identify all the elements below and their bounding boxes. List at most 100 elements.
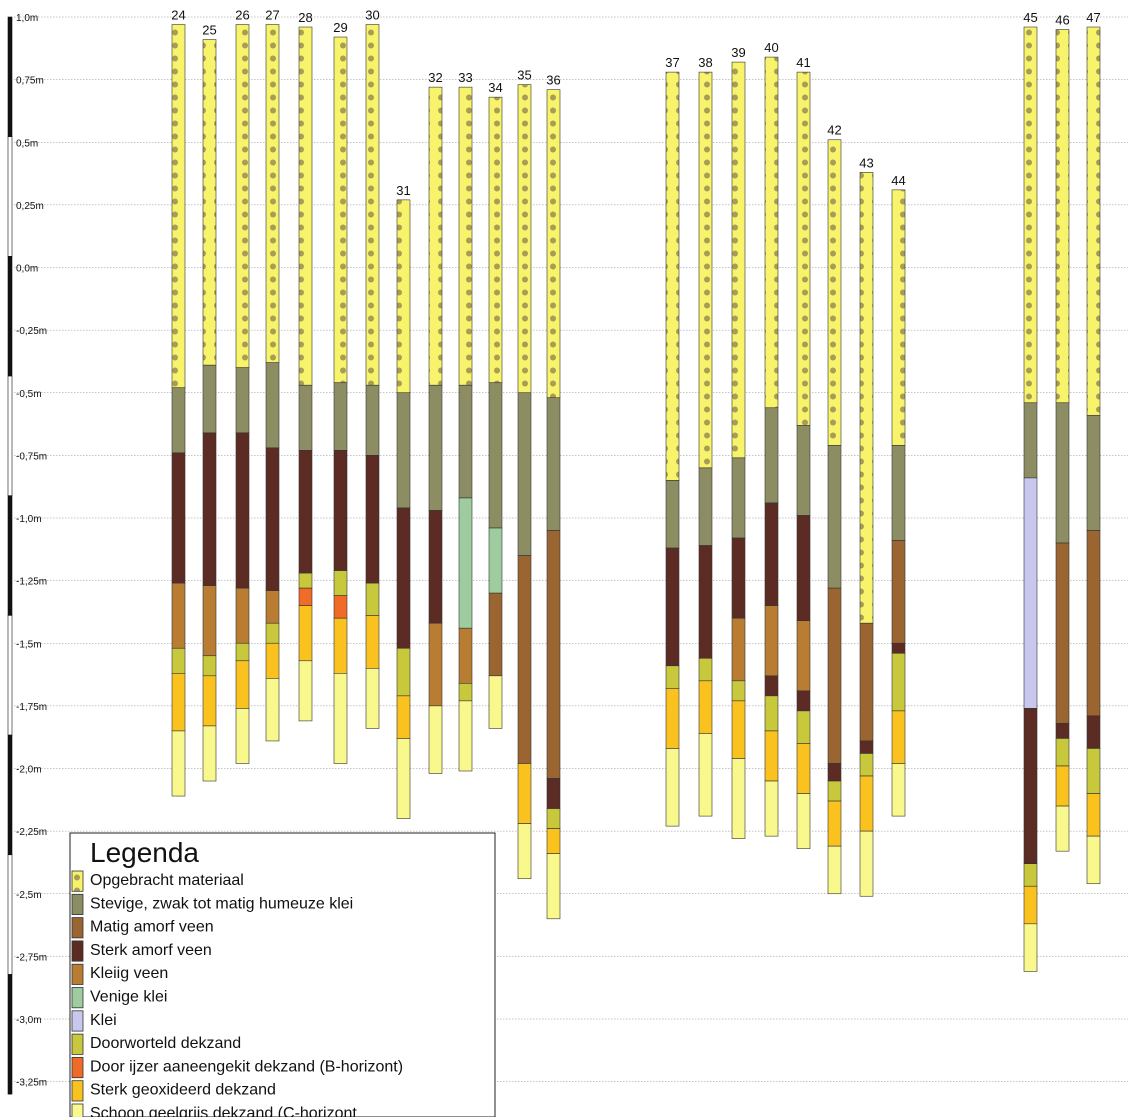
y-tick-label: 0,75m bbox=[16, 76, 44, 87]
borehole-layer-kleiig bbox=[202, 585, 217, 657]
borehole-layer-schoon bbox=[428, 705, 443, 774]
borehole-label: 41 bbox=[796, 55, 810, 70]
borehole-layer-stevige bbox=[796, 425, 811, 516]
scale-bar-segment bbox=[7, 495, 13, 616]
borehole-layer-schoon bbox=[333, 673, 348, 764]
borehole-layer-sterk bbox=[298, 450, 313, 574]
y-tick-label: -3,25m bbox=[16, 1078, 47, 1089]
borehole-layer-sterk bbox=[235, 432, 250, 589]
borehole-layer-geox bbox=[365, 615, 380, 669]
y-tick-label: 0,5m bbox=[16, 138, 38, 149]
borehole-layer-doorworteld bbox=[827, 780, 842, 802]
borehole-layer-schoon bbox=[859, 830, 874, 897]
borehole-layer-schoon bbox=[1086, 835, 1101, 885]
borehole-layer-geox bbox=[1023, 885, 1038, 925]
legend-swatch-opgebracht bbox=[71, 870, 84, 892]
borehole-layer-stevige bbox=[665, 480, 680, 549]
borehole-layer-opgebracht bbox=[1055, 29, 1070, 404]
borehole-layer-opgebracht bbox=[731, 61, 746, 459]
borehole-label: 34 bbox=[488, 80, 502, 95]
borehole-label: 42 bbox=[827, 123, 841, 138]
scale-bar-segment bbox=[7, 16, 13, 137]
borehole-layer-geox bbox=[665, 688, 680, 749]
borehole-layer-schoon bbox=[235, 708, 250, 764]
borehole-layer-schoon bbox=[891, 763, 906, 817]
borehole-label: 36 bbox=[546, 73, 560, 88]
legend-swatch-geox bbox=[71, 1080, 84, 1102]
legend-swatch-klei bbox=[71, 1010, 84, 1032]
legend-swatch-ijzer bbox=[71, 1057, 84, 1079]
borehole-layer-stevige bbox=[764, 407, 779, 504]
borehole-layer-opgebracht bbox=[796, 71, 811, 426]
borehole-layer-stevige bbox=[458, 384, 473, 499]
legend-swatch-schoon bbox=[71, 1103, 84, 1117]
borehole-layer-sterk bbox=[665, 547, 680, 667]
legend-label-opgebracht: Opgebracht materiaal bbox=[90, 872, 244, 889]
borehole-layer-opgebracht bbox=[1023, 26, 1038, 404]
borehole-layer-schoon bbox=[827, 845, 842, 895]
borehole-layer-opgebracht bbox=[764, 56, 779, 409]
borehole-label: 45 bbox=[1023, 10, 1037, 25]
scale-bar-segment bbox=[7, 854, 13, 975]
borehole-layer-opgebracht bbox=[298, 26, 313, 386]
borehole-layer-matig bbox=[827, 587, 842, 764]
legend-swatch-venige bbox=[71, 987, 84, 1009]
borehole-layer-sterk bbox=[827, 763, 842, 782]
y-tick-label: -1,25m bbox=[16, 577, 47, 588]
y-tick-label: -2,25m bbox=[16, 827, 47, 838]
borehole-label: 25 bbox=[202, 23, 216, 38]
borehole-layer-schoon bbox=[458, 700, 473, 772]
borehole-layer-kleiig bbox=[458, 627, 473, 684]
borehole-label: 44 bbox=[891, 173, 905, 188]
borehole-layer-doorworteld bbox=[546, 808, 561, 829]
borehole-layer-sterk bbox=[796, 690, 811, 712]
borehole-layer-matig bbox=[488, 592, 503, 677]
borehole-layer-doorworteld bbox=[396, 647, 411, 697]
borehole-layer-schoon bbox=[796, 793, 811, 849]
borehole-label: 29 bbox=[333, 20, 347, 35]
borehole-label: 31 bbox=[396, 183, 410, 198]
borehole-layer-venige bbox=[458, 497, 473, 629]
scale-bar-segment bbox=[7, 256, 13, 377]
borehole-layer-stevige bbox=[1055, 402, 1070, 544]
borehole-layer-kleiig bbox=[731, 617, 746, 682]
borehole-layer-stevige bbox=[546, 397, 561, 531]
borehole-layer-stevige bbox=[365, 384, 380, 456]
borehole-layer-sterk bbox=[265, 447, 280, 591]
borehole-layer-sterk bbox=[546, 778, 561, 809]
borehole-layer-opgebracht bbox=[488, 96, 503, 384]
borehole-layer-doorworteld bbox=[298, 572, 313, 589]
scale-bar-segment bbox=[7, 375, 13, 497]
borehole-layer-sterk bbox=[428, 510, 443, 624]
borehole-layer-sterk bbox=[171, 452, 186, 584]
borehole-layer-kleiig bbox=[265, 590, 280, 624]
borehole-layer-schoon bbox=[298, 660, 313, 722]
borehole-layer-schoon bbox=[764, 780, 779, 837]
legend-swatch-stevige bbox=[71, 893, 84, 915]
legend-title: Legenda bbox=[90, 837, 199, 868]
borehole-layer-geox bbox=[298, 605, 313, 662]
legend-swatch-kleiig bbox=[71, 963, 84, 985]
borehole-layer-opgebracht bbox=[827, 139, 842, 446]
y-tick-label: -0,75m bbox=[16, 451, 47, 462]
borehole-layer-schoon bbox=[731, 758, 746, 839]
borehole-layer-stevige bbox=[428, 384, 443, 511]
borehole-layer-geox bbox=[396, 695, 411, 739]
borehole-label: 38 bbox=[698, 55, 712, 70]
borehole-layer-geox bbox=[171, 673, 186, 732]
borehole-layer-sterk bbox=[1086, 715, 1101, 749]
borehole-layer-opgebracht bbox=[891, 189, 906, 446]
borehole-layer-sterk bbox=[764, 502, 779, 606]
borehole-label: 26 bbox=[235, 8, 249, 23]
legend-label-klei: Klei bbox=[90, 1012, 117, 1029]
borehole-layer-schoon bbox=[665, 748, 680, 827]
borehole-layer-geox bbox=[265, 642, 280, 679]
borehole-layer-opgebracht bbox=[428, 86, 443, 386]
legend-label-venige: Venige klei bbox=[90, 989, 167, 1006]
borehole-layer-schoon bbox=[517, 823, 532, 880]
borehole-layer-sterk bbox=[859, 740, 874, 754]
borehole-layer-doorworteld bbox=[891, 652, 906, 712]
borehole-layer-kleiig bbox=[796, 620, 811, 692]
borehole-layer-stevige bbox=[333, 382, 348, 451]
